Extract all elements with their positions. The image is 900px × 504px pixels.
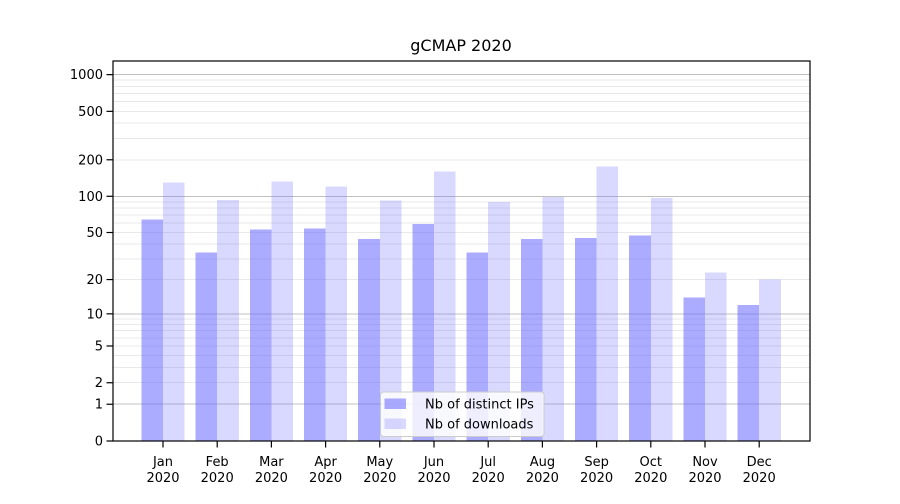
bar-downloads-nov	[705, 272, 727, 441]
bar-downloads-mar	[271, 181, 293, 441]
x-tick-label-month-mar: Mar	[259, 455, 284, 470]
bar-distinct-ips-jun	[412, 223, 434, 441]
x-tick-label-month-apr: Apr	[314, 455, 337, 470]
bar-downloads-aug	[542, 196, 564, 441]
axes-layer: 10005002001005020105210Jan2020Feb2020Mar…	[70, 60, 811, 486]
legend-swatch-distinct-ips	[384, 398, 406, 409]
x-tick-label-month-jul: Jul	[479, 455, 496, 470]
bar-distinct-ips-mar	[249, 229, 272, 441]
x-tick-label-month-jun: Jun	[423, 455, 444, 470]
y-tick-label-1000: 1000	[70, 68, 103, 83]
x-tick-label-month-sep: Sep	[584, 455, 609, 470]
legend-label-downloads: Nb of downloads	[425, 418, 534, 433]
bar-downloads-jul	[488, 201, 510, 441]
x-tick-label-year-jun: 2020	[417, 471, 450, 486]
legend-swatch-downloads	[384, 418, 406, 429]
bar-distinct-ips-dec	[737, 304, 760, 441]
x-tick-label-year-mar: 2020	[255, 471, 288, 486]
legend: Nb of distinct IPs Nb of downloads	[380, 391, 545, 437]
x-tick-label-month-oct: Oct	[640, 455, 662, 470]
bars-layer	[141, 166, 781, 441]
x-tick-label-year-may: 2020	[363, 471, 396, 486]
chart-title: gCMAP 2020	[410, 36, 512, 55]
bar-downloads-apr	[325, 186, 348, 441]
y-tick-label-20: 20	[86, 273, 103, 288]
bar-distinct-ips-nov	[683, 297, 705, 441]
y-tick-label-50: 50	[86, 226, 103, 241]
bar-distinct-ips-may	[358, 239, 380, 441]
x-tick-label-year-jan: 2020	[146, 471, 179, 486]
x-tick-label-month-feb: Feb	[206, 455, 229, 470]
x-tick-label-year-apr: 2020	[309, 471, 342, 486]
legend-label-distinct-ips: Nb of distinct IPs	[425, 398, 534, 413]
x-tick-label-year-nov: 2020	[688, 471, 721, 486]
y-tick-label-0: 0	[95, 435, 103, 450]
bar-distinct-ips-oct	[629, 235, 651, 441]
y-tick-label-1: 1	[95, 398, 103, 413]
legend-box	[380, 391, 545, 437]
bar-distinct-ips-sep	[575, 237, 597, 441]
x-tick-label-year-dec: 2020	[743, 471, 776, 486]
bar-distinct-ips-feb	[195, 252, 218, 441]
x-tick-label-month-jan: Jan	[152, 455, 173, 470]
bar-downloads-dec	[759, 279, 781, 441]
x-tick-label-year-jul: 2020	[472, 471, 505, 486]
bar-distinct-ips-aug	[520, 239, 543, 441]
y-tick-label-10: 10	[86, 307, 103, 322]
x-tick-label-year-aug: 2020	[526, 471, 559, 486]
x-tick-label-year-sep: 2020	[580, 471, 613, 486]
plot-border	[112, 60, 811, 442]
bar-downloads-oct	[650, 197, 673, 441]
x-tick-label-year-feb: 2020	[201, 471, 234, 486]
y-tick-label-5: 5	[95, 339, 103, 354]
bar-distinct-ips-jan	[141, 219, 163, 441]
bar-downloads-jun	[434, 171, 456, 441]
y-tick-label-500: 500	[78, 105, 103, 120]
x-tick-label-year-oct: 2020	[634, 471, 667, 486]
y-tick-label-2: 2	[95, 376, 103, 391]
bar-downloads-feb	[217, 200, 239, 441]
y-tick-label-100: 100	[78, 190, 103, 205]
bar-downloads-sep	[596, 166, 619, 441]
y-tick-label-200: 200	[78, 153, 103, 168]
bar-downloads-may	[379, 200, 402, 441]
bar-downloads-jan	[163, 182, 185, 441]
bar-distinct-ips-apr	[304, 228, 326, 441]
x-tick-label-month-dec: Dec	[747, 455, 772, 470]
x-tick-label-month-nov: Nov	[692, 455, 718, 470]
x-tick-label-month-aug: Aug	[530, 455, 555, 470]
x-tick-label-month-may: May	[366, 455, 393, 470]
